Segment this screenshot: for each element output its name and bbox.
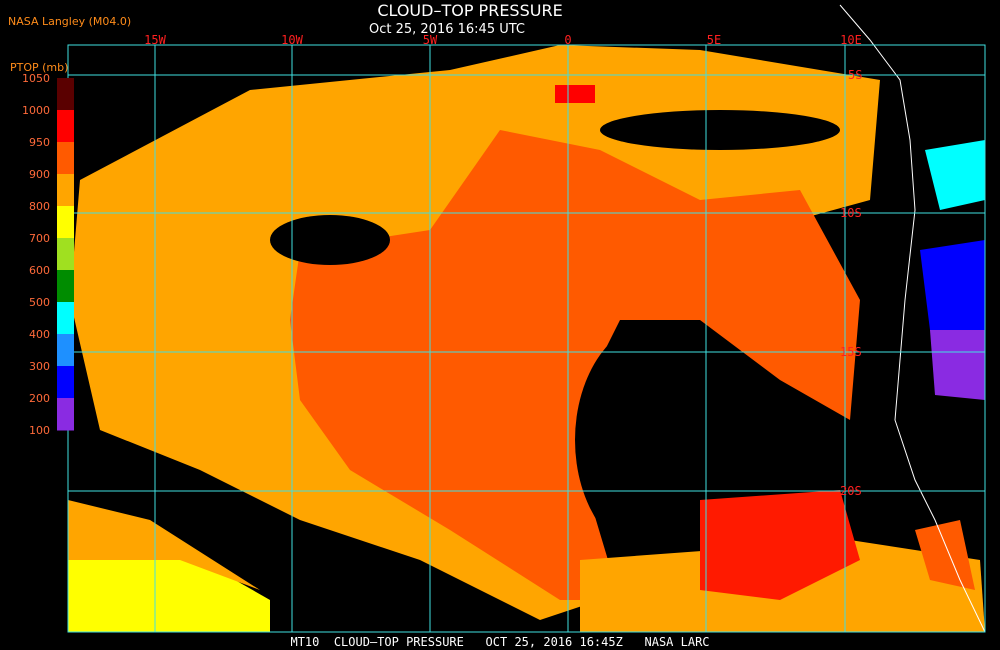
colorbar-tick-label: 100 [29, 424, 50, 437]
longitude-label: 15W [144, 33, 166, 47]
cloud [68, 500, 260, 590]
colorbar-segment [57, 78, 74, 111]
land-cloud [930, 330, 985, 400]
footer-band [0, 634, 1000, 650]
colorbar-segment [57, 142, 74, 175]
colorbar-tick-label: 1000 [22, 104, 50, 117]
graticule [67, 44, 986, 633]
latitude-label: 5S [848, 68, 862, 82]
colorbar-segment [57, 366, 74, 399]
mid-cloud [290, 130, 860, 600]
colorbar-tick-label: 200 [29, 392, 50, 405]
colorbar: 1050 1000 950 900 800 700 600 500 400 300 200 100 [22, 72, 74, 437]
latitude-label: 20S [840, 484, 862, 498]
colorbar-segment [57, 302, 74, 335]
colorbar-tick-label: 1050 [22, 72, 50, 85]
colorbar-tick-label: 500 [29, 296, 50, 309]
clear-sky [270, 215, 390, 265]
latitude-label: 10S [840, 206, 862, 220]
colorbar-tick-label: 400 [29, 328, 50, 341]
cloud [700, 490, 860, 600]
longitude-label: 10E [840, 33, 862, 47]
footer: MT10 CLOUD–TOP PRESSURE OCT 25, 2016 16:… [290, 635, 709, 649]
longitude-label: 10W [281, 33, 303, 47]
geo-labels: 15W 10W 5W 0 5E 10E 5S 10S 15S 20S [144, 33, 862, 498]
title: CLOUD–TOP PRESSURE [377, 1, 562, 20]
colorbar-tick-label: 600 [29, 264, 50, 277]
longitude-label: 5W [423, 33, 438, 47]
colorbar-segment [57, 110, 74, 143]
colorbar-segment [57, 334, 74, 367]
cloud [555, 85, 595, 103]
colorbar-segment [57, 270, 74, 303]
cloud-field [68, 4, 986, 633]
colorbar-segment [57, 398, 74, 431]
land-cloud [920, 240, 985, 330]
land-cloud [915, 520, 975, 590]
coastline [839, 4, 986, 633]
source: NASA Langley (M04.0) [8, 15, 131, 28]
colorbar-tick-label: 700 [29, 232, 50, 245]
colorbar-tick-label: 800 [29, 200, 50, 213]
colorbar-label: PTOP (mb) [10, 61, 68, 74]
latitude-label: 15S [840, 345, 862, 359]
colorbar-tick-label: 300 [29, 360, 50, 373]
longitude-label: 5E [707, 33, 721, 47]
colorbar-segment [57, 238, 74, 271]
colorbar-tick-label: 900 [29, 168, 50, 181]
colorbar-segment [57, 206, 74, 239]
subtitle: Oct 25, 2016 16:45 UTC [369, 22, 525, 37]
colorbar-tick-label: 950 [29, 136, 50, 149]
colorbar-segment [57, 174, 74, 207]
land-cloud [925, 140, 985, 210]
clear-sky [600, 110, 840, 150]
longitude-label: 0 [564, 33, 571, 47]
cloud [68, 540, 270, 632]
